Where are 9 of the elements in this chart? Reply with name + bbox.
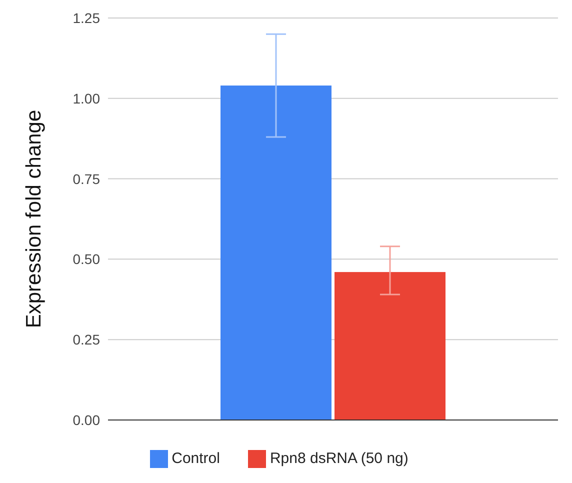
y-tick-label: 0.75: [72, 170, 100, 187]
y-tick-label: 0.50: [72, 251, 100, 268]
legend-label: Rpn8 dsRNA (50 ng): [270, 450, 408, 467]
y-tick-label: 0.00: [72, 412, 100, 428]
legend-label: Control: [172, 450, 220, 467]
y-tick-label: 1.25: [72, 10, 100, 26]
y-tick-label: 1.00: [72, 90, 100, 106]
y-axis-title: Expression fold change: [22, 110, 46, 328]
y-tick-label: 0.25: [72, 332, 100, 348]
